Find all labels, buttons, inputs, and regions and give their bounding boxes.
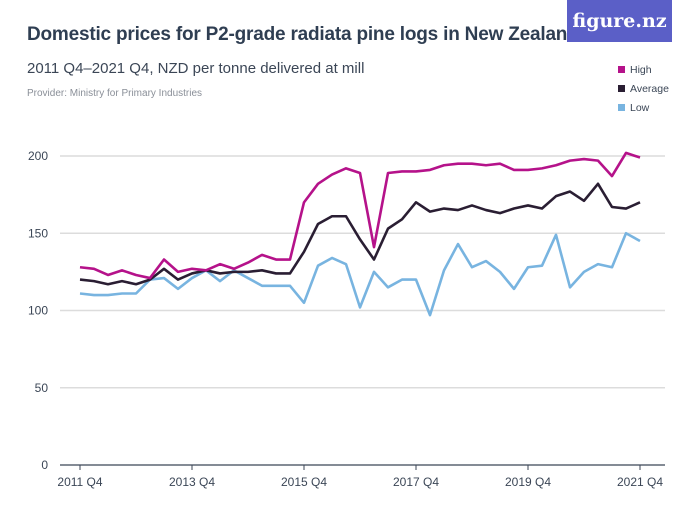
series-line-high [79, 151, 641, 280]
chart-title: Domestic prices for P2-grade radiata pin… [27, 24, 579, 45]
provider-text: Provider: Ministry for Primary Industrie… [27, 88, 203, 99]
legend-item-high: High [618, 60, 669, 79]
x-tick-label: 2013 Q4 [169, 475, 215, 489]
legend-item-low: Low [618, 98, 669, 117]
x-tick-label: 2017 Q4 [393, 475, 439, 489]
y-tick-label: 150 [28, 226, 48, 240]
legend-label: Low [630, 101, 650, 114]
y-tick-label: 100 [28, 304, 48, 318]
x-tick-label: 2011 Q4 [57, 475, 102, 489]
legend: High Average Low [618, 60, 669, 117]
legend-label: High [630, 63, 652, 76]
series-line-low [79, 231, 641, 317]
legend-item-average: Average [618, 79, 669, 98]
legend-swatch-high [618, 66, 625, 73]
y-tick-label: 50 [35, 381, 49, 395]
y-tick-label: 0 [41, 458, 48, 472]
figure-nz-logo[interactable]: figure.nz [567, 0, 672, 42]
legend-swatch-average [618, 85, 625, 92]
x-tick-label: 2021 Q4 [617, 475, 663, 489]
legend-swatch-low [618, 104, 625, 111]
legend-label: Average [630, 82, 669, 95]
chart-subtitle: 2011 Q4–2021 Q4, NZD per tonne delivered… [27, 60, 365, 77]
x-tick-label: 2019 Q4 [505, 475, 551, 489]
x-tick-label: 2015 Q4 [281, 475, 327, 489]
y-tick-label: 200 [28, 149, 48, 163]
